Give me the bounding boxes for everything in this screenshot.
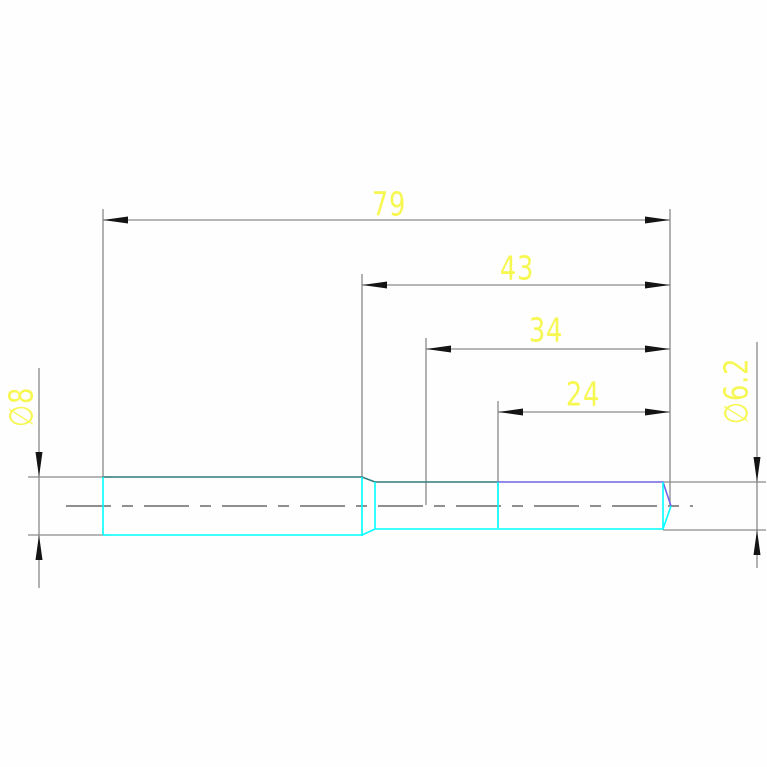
arrow-43-left — [362, 281, 387, 289]
arrow-24-left — [498, 408, 523, 416]
dim-label-24: 24 — [565, 374, 601, 414]
dim-label-dia8: ∅8 — [1, 386, 41, 428]
shaft-outline — [102, 476, 672, 536]
arrow-dia8-bottom — [35, 535, 43, 560]
arrow-43-right — [645, 281, 670, 289]
shaft-top-edge-teal — [103, 476, 498, 483]
arrow-34-right — [645, 345, 670, 353]
dim-label-dia62: ∅6.2 — [716, 357, 756, 425]
arrow-24-right — [645, 408, 670, 416]
dim-label-43: 43 — [499, 248, 535, 288]
arrow-dia8-top — [35, 452, 43, 477]
shaft-bottom-edge-cyan — [103, 505, 672, 536]
arrow-79-right — [645, 216, 670, 224]
arrow-dia62-bottom — [753, 530, 761, 555]
extension-lines — [28, 209, 766, 536]
dimension-lines — [38, 219, 758, 588]
dim-label-34: 34 — [528, 310, 564, 350]
arrow-79-left — [103, 216, 128, 224]
arrowheads — [35, 216, 761, 560]
shaft-top-edge-purple — [498, 481, 672, 507]
arrow-dia62-top — [753, 457, 761, 482]
arrow-34-left — [426, 345, 451, 353]
dim-label-79: 79 — [371, 184, 407, 224]
